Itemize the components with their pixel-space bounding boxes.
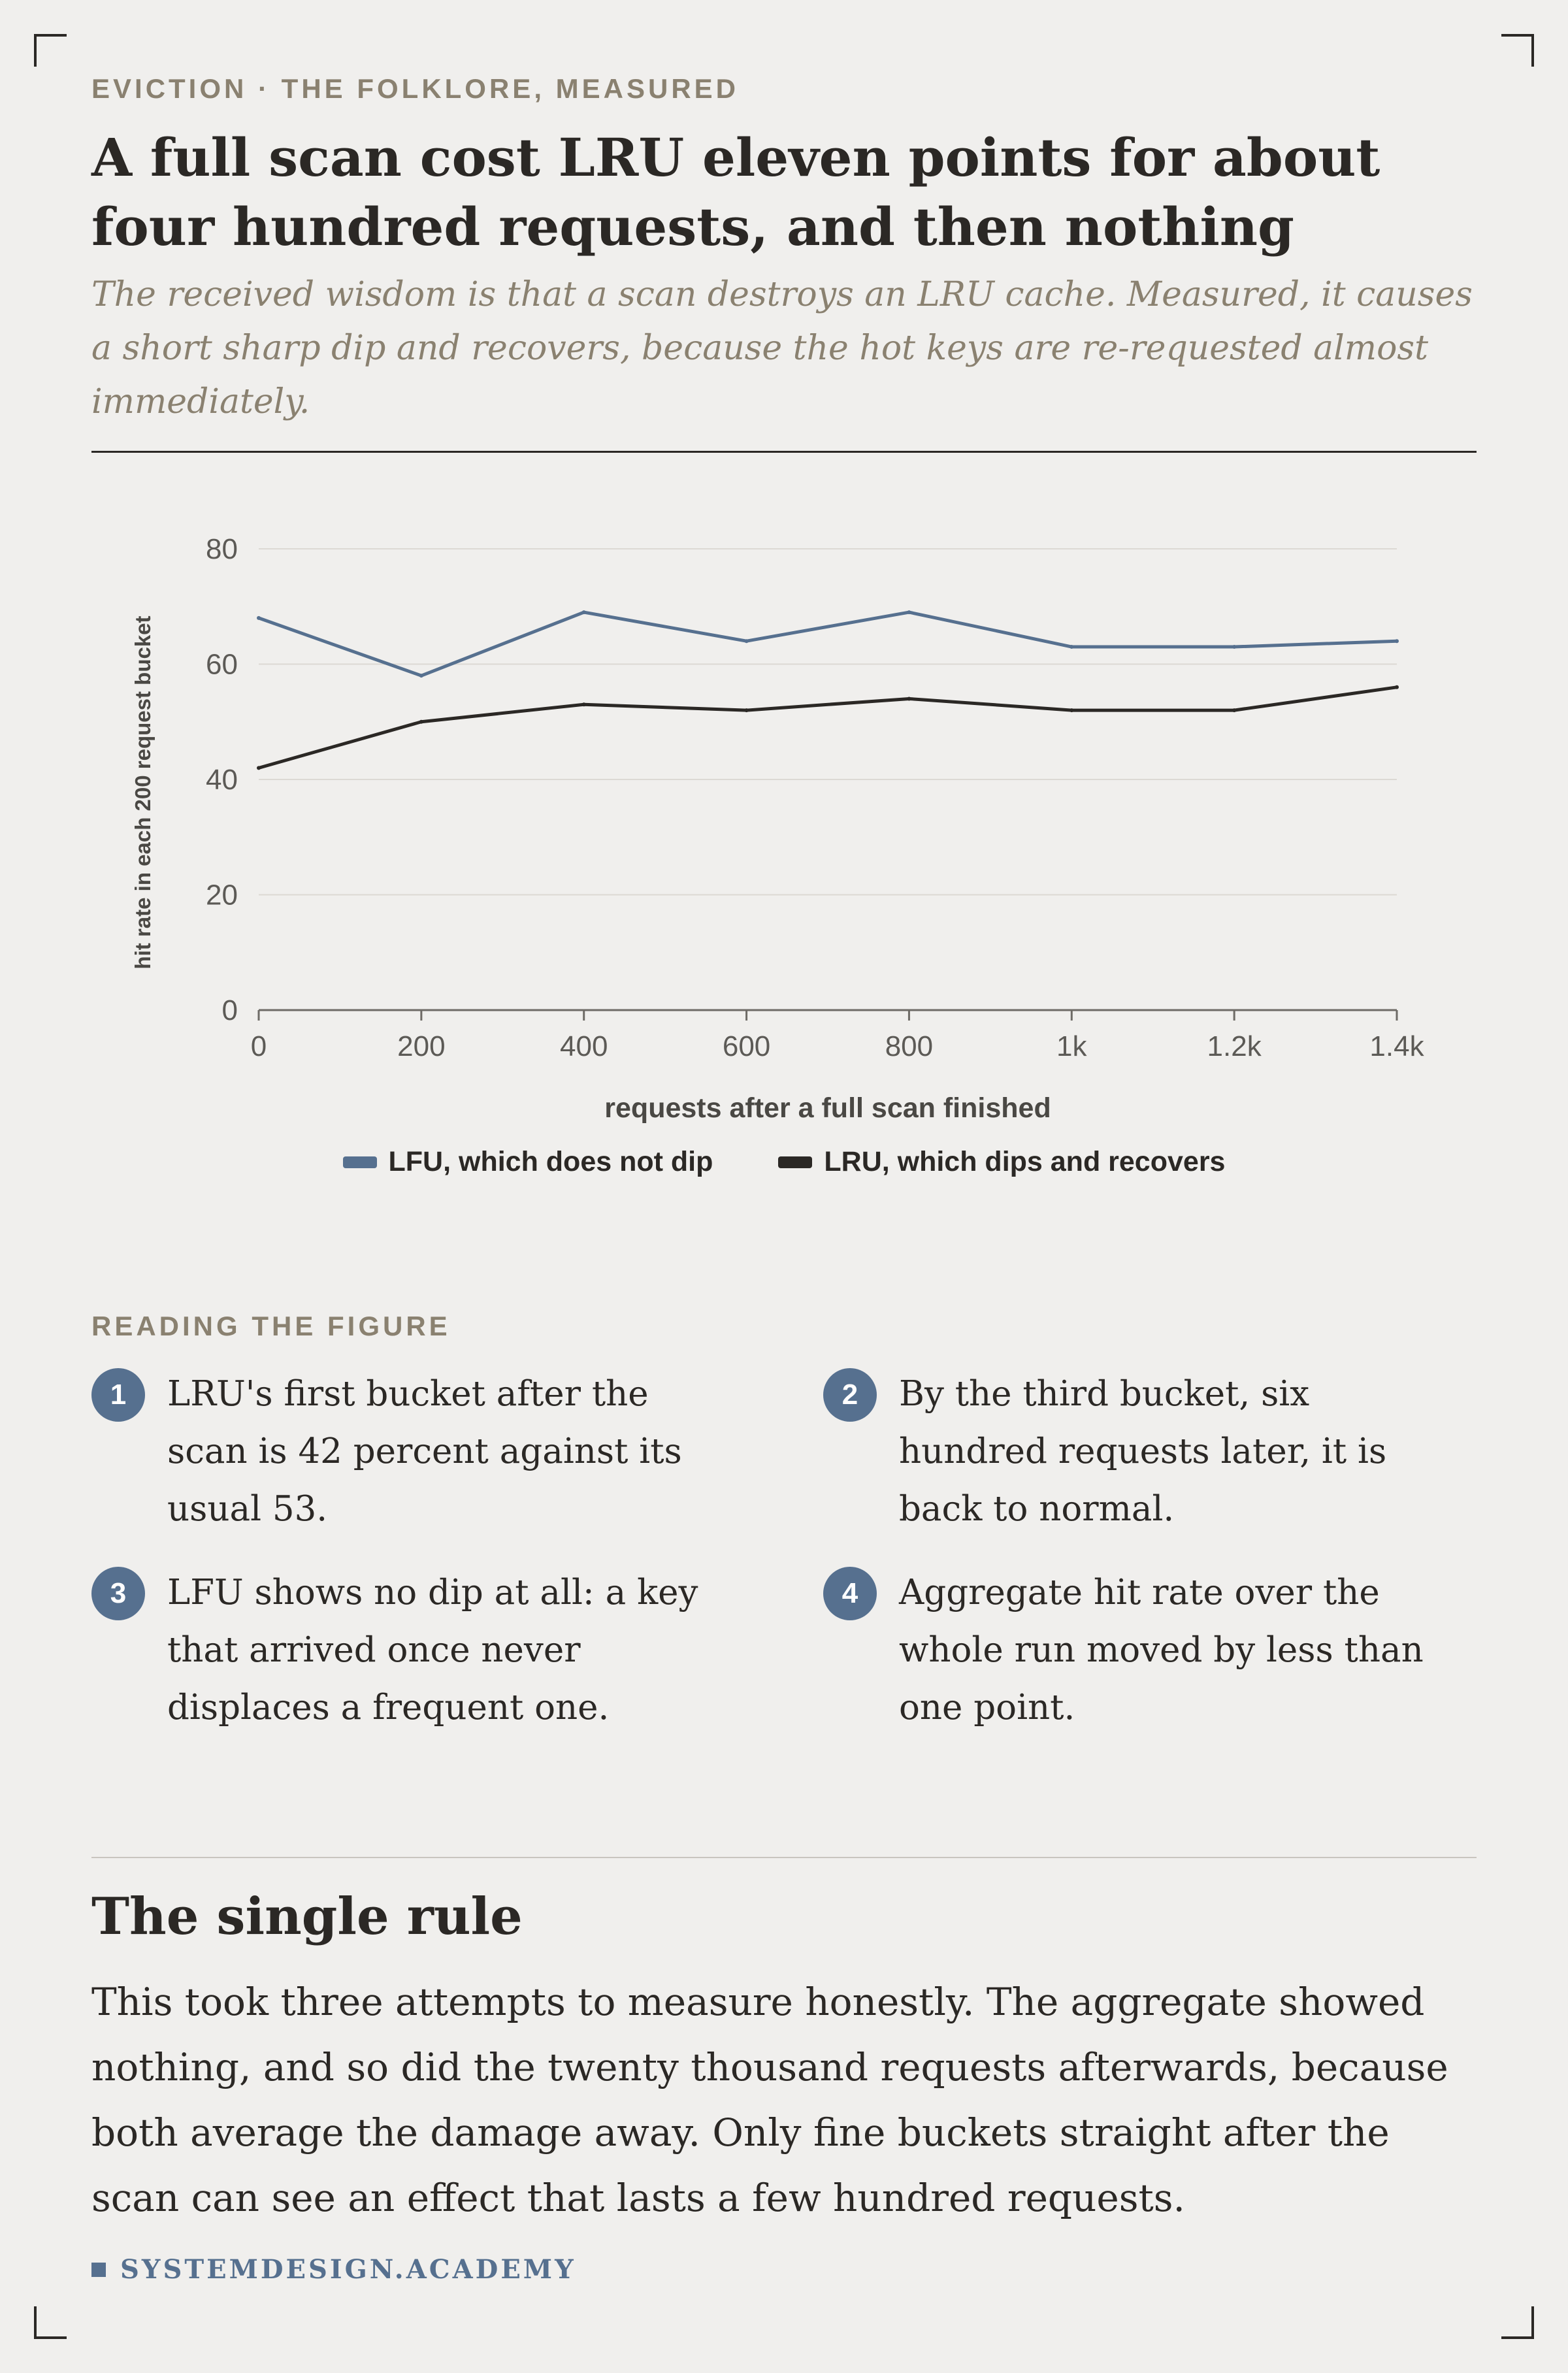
data-point-lfu (907, 610, 911, 615)
corner-mark-bottom-left (34, 2306, 67, 2339)
x-tick-label: 200 (397, 1030, 445, 1062)
data-point-lru (1070, 708, 1074, 713)
reading-note: 1 LRU's first bucket after the scan is 4… (91, 1366, 712, 1538)
data-point-lru (1395, 685, 1399, 689)
y-tick-label: 80 (206, 533, 238, 565)
legend-swatch-lru (778, 1156, 813, 1168)
legend-label-lru: LRU, which dips and recovers (824, 1146, 1226, 1177)
data-point-lfu (1232, 645, 1237, 649)
page-title: A full scan cost LRU eleven points for a… (91, 127, 1380, 257)
note-text: Aggregate hit rate over the whole run mo… (899, 1573, 1424, 1727)
data-point-lfu (419, 674, 423, 678)
note-number-badge: 4 (823, 1567, 877, 1620)
x-tick-label: 400 (560, 1030, 608, 1062)
note-text: By the third bucket, six hundred request… (899, 1374, 1387, 1529)
x-axis-label: requests after a full scan finished (604, 1092, 1051, 1124)
brand-name: SYSTEMDESIGN.ACADEMY (120, 2254, 576, 2285)
data-point-lfu (581, 610, 586, 615)
data-point-lru (581, 702, 586, 707)
data-point-lru (744, 708, 749, 713)
section-divider (91, 1857, 1477, 1858)
rule-body: This took three attempts to measure hone… (91, 1980, 1448, 2220)
x-tick-label: 1.4k (1369, 1030, 1424, 1062)
corner-mark-top-right (1501, 34, 1534, 67)
series-line-lru (257, 685, 1399, 770)
corner-mark-top-left (34, 34, 67, 67)
note-number-badge: 2 (823, 1368, 877, 1422)
y-tick-label: 40 (206, 764, 238, 796)
footer-brand: SYSTEMDESIGN.ACADEMY (91, 2254, 576, 2285)
note-number-badge: 1 (91, 1368, 145, 1422)
x-tick-label: 600 (723, 1030, 770, 1062)
data-point-lru (1232, 708, 1237, 713)
data-point-lfu (257, 615, 261, 620)
data-point-lru (907, 696, 911, 701)
y-tick-label: 0 (222, 994, 238, 1026)
x-tick-label: 0 (251, 1030, 267, 1062)
rule-heading: The single rule (91, 1887, 523, 1946)
note-text: LFU shows no dip at all: a key that arri… (167, 1573, 698, 1727)
note-number-badge: 3 (91, 1567, 145, 1620)
data-point-lfu (1395, 639, 1399, 644)
corner-mark-bottom-right (1501, 2306, 1534, 2339)
kicker: EVICTION · THE FOLKLORE, MEASURED (91, 73, 740, 104)
series-line-lfu (257, 610, 1399, 678)
legend-item-lfu: LFU, which does not dip (342, 1146, 713, 1178)
legend-swatch-lfu (342, 1156, 377, 1168)
data-point-lru (257, 766, 261, 770)
y-tick-label: 60 (206, 649, 238, 681)
note-text: LRU's first bucket after the scan is 42 … (167, 1374, 682, 1529)
page-subtitle: The received wisdom is that a scan destr… (91, 275, 1473, 421)
reading-note: 2 By the third bucket, six hundred reque… (823, 1366, 1444, 1538)
reading-note: 3 LFU shows no dip at all: a key that ar… (91, 1564, 712, 1737)
reading-heading: READING THE FIGURE (91, 1311, 451, 1341)
reading-note: 4 Aggregate hit rate over the whole run … (823, 1564, 1444, 1737)
x-tick-label: 800 (885, 1030, 933, 1062)
x-tick-label: 1k (1056, 1030, 1087, 1062)
brand-square-icon (91, 2262, 106, 2277)
legend-label-lfu: LFU, which does not dip (388, 1146, 713, 1177)
y-tick-label: 20 (206, 879, 238, 911)
header-divider (91, 451, 1477, 453)
x-tick-label: 1.2k (1207, 1030, 1262, 1062)
data-point-lru (419, 719, 423, 724)
data-point-lfu (1070, 645, 1074, 649)
chart-legend: LFU, which does not dip LRU, which dips … (91, 1146, 1477, 1178)
legend-item-lru: LRU, which dips and recovers (778, 1146, 1225, 1178)
data-point-lfu (744, 639, 749, 644)
y-axis-label: hit rate in each 200 request bucket (131, 615, 155, 969)
